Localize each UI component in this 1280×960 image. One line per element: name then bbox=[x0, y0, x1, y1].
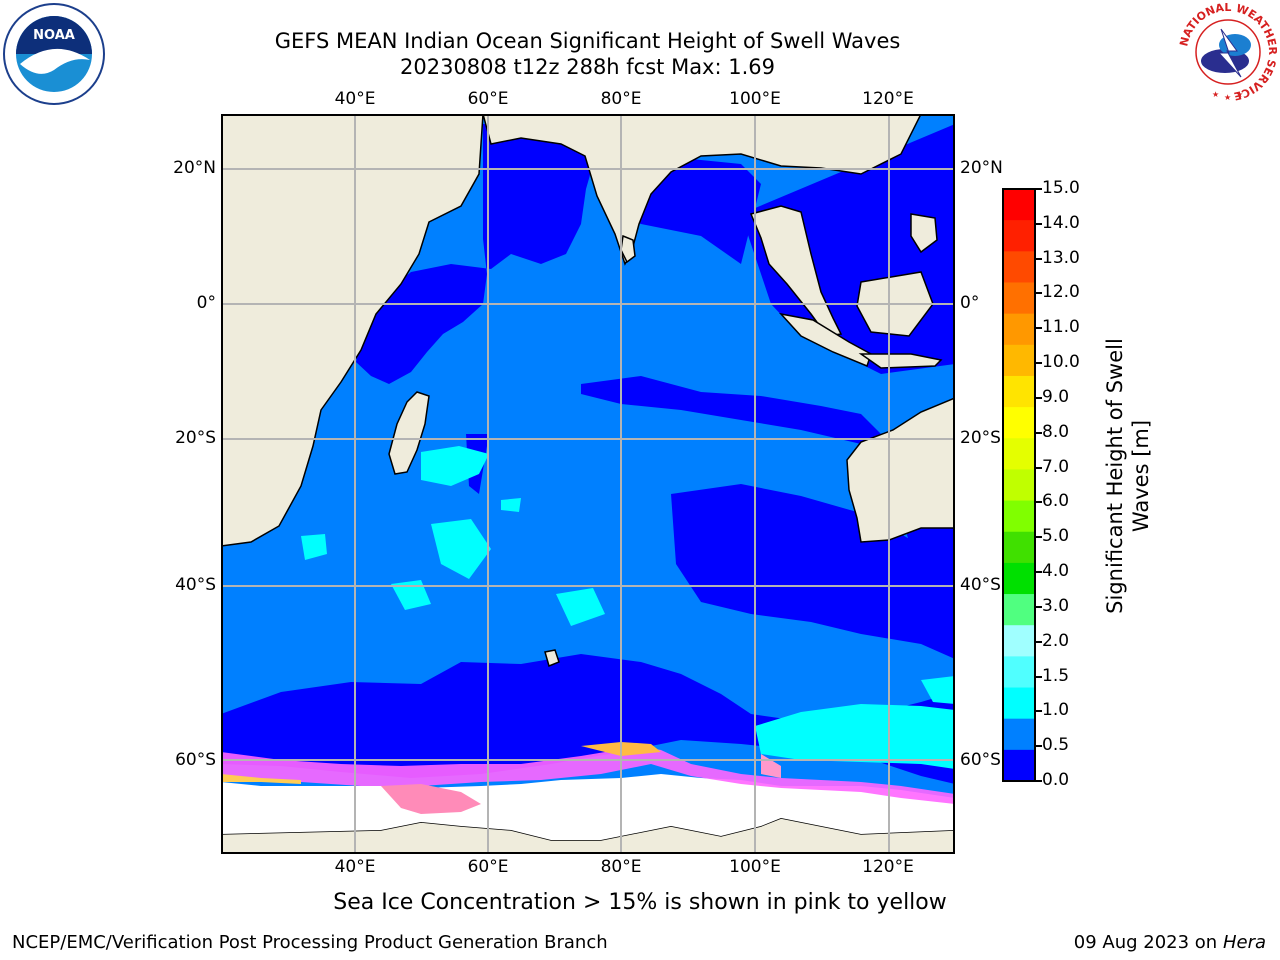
colorbar-tick-mark bbox=[1036, 571, 1042, 574]
colorbar-tick-mark bbox=[1036, 605, 1042, 608]
footer-host: Hera bbox=[1222, 932, 1266, 953]
colorbar-band bbox=[1003, 687, 1035, 720]
lon-label-bottom: 120°E bbox=[862, 857, 914, 877]
noaa-logo-icon: NOAA bbox=[3, 3, 105, 105]
colorbar-band bbox=[1003, 718, 1035, 751]
colorbar-band bbox=[1003, 594, 1035, 626]
colorbar-band bbox=[1003, 220, 1035, 252]
lat-label-left: 40°S bbox=[175, 575, 216, 595]
map-gridlines bbox=[221, 114, 955, 854]
colorbar-tick-mark bbox=[1036, 292, 1042, 295]
chart-title-line2: 20230808 t12z 288h fcst Max: 1.69 bbox=[400, 55, 775, 79]
colorbar-band bbox=[1003, 189, 1035, 221]
colorbar-band bbox=[1003, 656, 1035, 689]
colorbar-tick-label: 12.0 bbox=[1042, 282, 1080, 303]
colorbar-band bbox=[1003, 469, 1035, 502]
colorbar-tick-label: 1.0 bbox=[1042, 700, 1070, 721]
nws-logo-icon: NATIONAL WEATHER SERVICE ★ ★ ★ bbox=[1177, 1, 1279, 103]
colorbar-label: Significant Height of Swell Waves [m] bbox=[1102, 316, 1154, 636]
colorbar-tick-label: 4.0 bbox=[1042, 561, 1070, 582]
colorbar-tick-label: 0.0 bbox=[1042, 770, 1070, 790]
lat-label-left: 20°S bbox=[175, 428, 216, 448]
chart-title-line1: GEFS MEAN Indian Ocean Significant Heigh… bbox=[274, 29, 901, 53]
colorbar-tick-label: 5.0 bbox=[1042, 526, 1070, 547]
colorbar-tick-label: 7.0 bbox=[1042, 456, 1070, 477]
colorbar-tick-label: 3.0 bbox=[1042, 595, 1070, 616]
colorbar-tick-mark bbox=[1036, 501, 1042, 504]
colorbar-band bbox=[1003, 344, 1035, 377]
colorbar-tick-label: 10.0 bbox=[1042, 352, 1080, 373]
svg-text:★: ★ bbox=[1224, 93, 1231, 102]
lon-label-bottom: 80°E bbox=[600, 857, 642, 877]
noaa-logo-text: NOAA bbox=[33, 28, 75, 43]
colorbar-band bbox=[1003, 282, 1035, 315]
colorbar-band bbox=[1003, 625, 1035, 657]
colorbar-band bbox=[1003, 562, 1035, 595]
colorbar-tick-mark bbox=[1036, 362, 1042, 365]
footer-left: NCEP/EMC/Verification Post Processing Pr… bbox=[12, 932, 608, 953]
sea-ice-note: Sea Ice Concentration > 15% is shown in … bbox=[333, 890, 947, 915]
lat-label-left: 0° bbox=[196, 293, 216, 313]
lon-label-top: 100°E bbox=[729, 89, 781, 109]
colorbar-band bbox=[1003, 749, 1035, 782]
colorbar bbox=[1002, 188, 1036, 782]
colorbar-label-line1: Significant Height of Swell bbox=[1103, 338, 1127, 614]
svg-text:★: ★ bbox=[1236, 90, 1243, 99]
colorbar-label-line2: Waves [m] bbox=[1129, 419, 1153, 533]
colorbar-tick-label: 15.0 bbox=[1042, 178, 1080, 198]
lat-label-right: 60°S bbox=[960, 750, 1001, 770]
colorbar-tick-mark bbox=[1036, 466, 1042, 469]
colorbar-band bbox=[1003, 251, 1035, 283]
colorbar-tick-label: 13.0 bbox=[1042, 247, 1080, 268]
svg-text:★: ★ bbox=[1212, 90, 1219, 99]
lon-label-top: 40°E bbox=[334, 89, 376, 109]
ice-edge-band bbox=[221, 742, 955, 814]
colorbar-band bbox=[1003, 407, 1035, 439]
colorbar-tick-mark bbox=[1036, 222, 1042, 225]
colorbar-band bbox=[1003, 313, 1035, 346]
colorbar-band bbox=[1003, 438, 1035, 470]
higher-swell-patches bbox=[301, 446, 955, 769]
lon-label-top: 120°E bbox=[862, 89, 914, 109]
colorbar-band bbox=[1003, 500, 1035, 533]
colorbar-tick-label: 2.0 bbox=[1042, 630, 1070, 651]
colorbar-band bbox=[1003, 531, 1035, 564]
colorbar-tick-label: 0.5 bbox=[1042, 735, 1070, 756]
colorbar-tick-mark bbox=[1036, 640, 1042, 643]
footer-right: 09 Aug 2023 on Hera bbox=[1074, 932, 1266, 953]
lat-label-left: 20°N bbox=[173, 158, 216, 178]
colorbar-tick-mark bbox=[1036, 188, 1042, 190]
colorbar-tick-mark bbox=[1036, 780, 1042, 782]
colorbar-tick-mark bbox=[1036, 675, 1042, 678]
colorbar-tick-label: 14.0 bbox=[1042, 212, 1080, 233]
lat-label-right: 20°N bbox=[960, 158, 1003, 178]
colorbar-tick-label: 11.0 bbox=[1042, 317, 1080, 338]
colorbar-tick-mark bbox=[1036, 257, 1042, 260]
colorbar-tick-mark bbox=[1036, 536, 1042, 539]
lat-label-left: 60°S bbox=[175, 750, 216, 770]
colorbar-tick-mark bbox=[1036, 431, 1042, 434]
colorbar-band bbox=[1003, 375, 1035, 408]
lon-label-top: 60°E bbox=[467, 89, 509, 109]
lon-label-bottom: 100°E bbox=[729, 857, 781, 877]
lat-label-right: 0° bbox=[960, 293, 980, 313]
colorbar-tick-label: 9.0 bbox=[1042, 386, 1070, 407]
colorbar-tick-label: 6.0 bbox=[1042, 491, 1070, 512]
map-frame bbox=[221, 114, 955, 854]
colorbar-tick-mark bbox=[1036, 396, 1042, 399]
map-plot bbox=[221, 114, 955, 854]
footer-date: 09 Aug 2023 on bbox=[1073, 932, 1218, 953]
colorbar-tick-label: 1.5 bbox=[1042, 665, 1070, 686]
lat-label-right: 20°S bbox=[960, 428, 1001, 448]
lon-label-bottom: 60°E bbox=[467, 857, 509, 877]
colorbar-tick-label: 8.0 bbox=[1042, 421, 1070, 442]
lat-label-right: 40°S bbox=[960, 575, 1001, 595]
colorbar-tick-mark bbox=[1036, 745, 1042, 748]
lon-label-top: 80°E bbox=[600, 89, 642, 109]
colorbar-tick-mark bbox=[1036, 710, 1042, 713]
lon-label-bottom: 40°E bbox=[334, 857, 376, 877]
colorbar-tick-mark bbox=[1036, 327, 1042, 330]
